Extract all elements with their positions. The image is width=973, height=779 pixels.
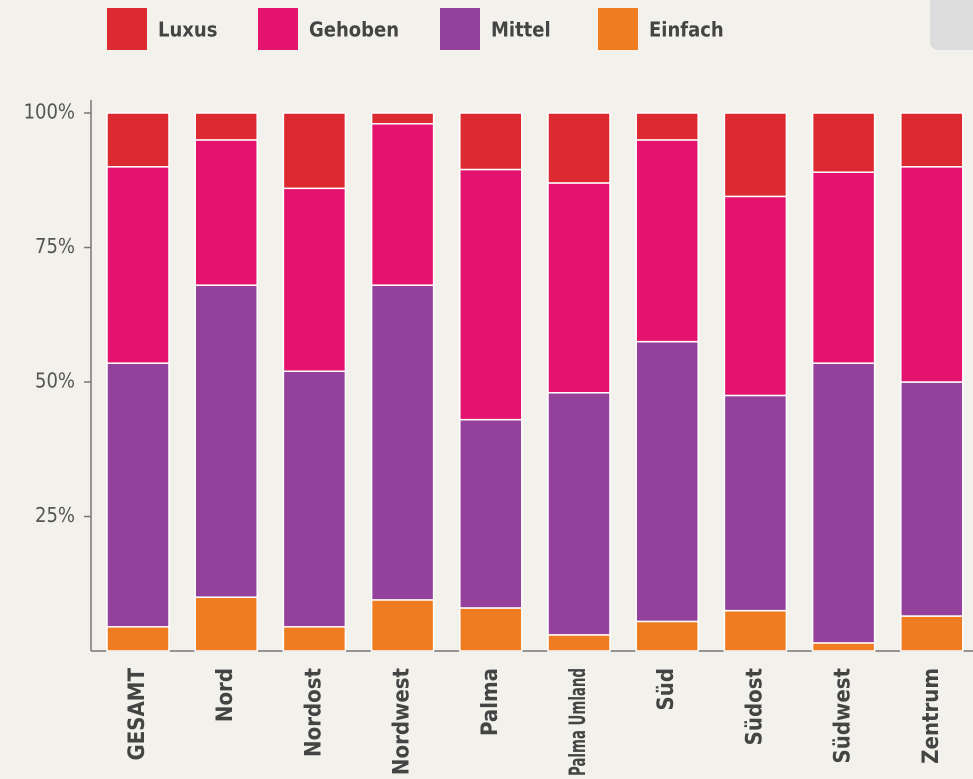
legend-swatch — [598, 8, 638, 50]
bar-segment — [459, 112, 523, 171]
bar-segment — [282, 626, 347, 652]
bar-segment — [811, 362, 876, 644]
legend-swatch — [107, 8, 147, 50]
bar-segment — [635, 340, 699, 623]
x-tick-label: Zentrum — [919, 668, 944, 764]
y-tick-label: 75% — [35, 234, 75, 258]
bar-segment — [723, 112, 788, 198]
bar-segment — [900, 381, 964, 617]
x-tick-label: Nordwest — [390, 667, 415, 775]
legend-label: Einfach — [649, 18, 724, 42]
bar-segment — [723, 394, 788, 612]
legend-label: Luxus — [158, 18, 217, 42]
bar-segment — [282, 112, 347, 190]
bar-segment — [194, 112, 258, 141]
bar-segment — [900, 615, 964, 652]
bar-segment — [459, 418, 523, 609]
bar-segment — [459, 607, 523, 652]
bar-segment — [635, 139, 699, 343]
bar-segment — [635, 112, 699, 141]
legend-label: Gehoben — [309, 18, 399, 42]
y-tick-label: 25% — [35, 503, 75, 527]
bar-segment — [282, 187, 347, 372]
bar-segment — [900, 166, 964, 383]
bar-segment — [106, 166, 170, 364]
y-tick-label: 100% — [24, 100, 75, 124]
panel-corner — [930, 0, 973, 50]
bar-segment — [547, 112, 611, 184]
x-tick-label: Palma — [478, 668, 503, 736]
bar-segment — [723, 609, 788, 652]
bar-segment — [811, 171, 876, 364]
bar-segment — [370, 599, 435, 652]
x-tick-label: Süd — [654, 668, 679, 711]
bar-segment — [547, 634, 611, 652]
x-tick-label: Palma Umland — [566, 668, 591, 776]
x-tick-label: Nord — [213, 668, 238, 722]
legend-label: Mittel — [491, 18, 551, 42]
bar-segment — [194, 139, 258, 286]
bar-segment — [547, 182, 611, 394]
bar-segment — [194, 284, 258, 598]
bar-segment — [282, 370, 347, 628]
bar-segment — [106, 112, 170, 168]
y-tick-label: 50% — [35, 369, 75, 393]
bar-segment — [106, 362, 170, 628]
bar-segment — [811, 642, 876, 652]
bar-segment — [194, 596, 258, 652]
x-tick-label: Südost — [742, 667, 767, 745]
bar-segment — [370, 112, 435, 125]
bar-segment — [106, 626, 170, 652]
bar-segment — [547, 392, 611, 636]
x-tick-label: Südwest — [831, 667, 856, 763]
bar-segment — [459, 168, 523, 421]
bar-segment — [811, 112, 876, 173]
bar-segment — [370, 123, 435, 286]
x-tick-label: Nordost — [301, 667, 326, 756]
bar-segment — [900, 112, 964, 168]
x-tick-label: GESAMT — [125, 668, 150, 761]
bar-segment — [723, 195, 788, 397]
bar-segment — [635, 620, 699, 652]
legend-swatch — [258, 8, 298, 50]
legend-swatch — [440, 8, 480, 50]
bar-segment — [370, 284, 435, 601]
